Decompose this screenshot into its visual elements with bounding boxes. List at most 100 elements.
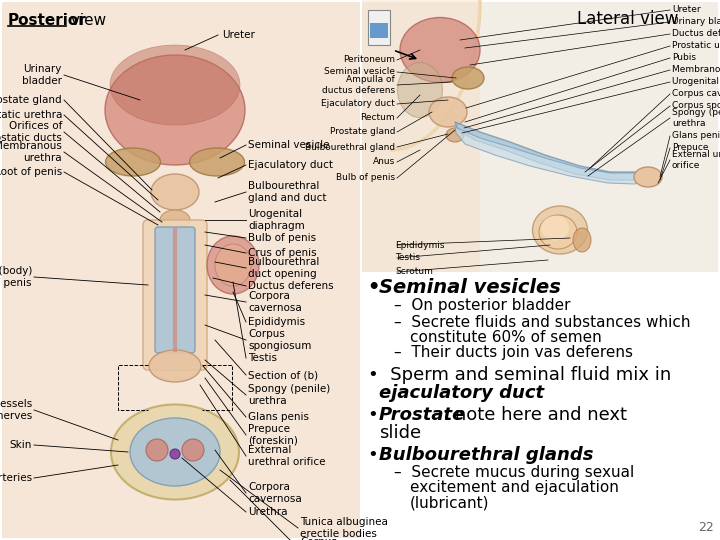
Text: Glans penis: Glans penis xyxy=(672,132,720,140)
Polygon shape xyxy=(362,0,480,272)
Text: Urethra: Urethra xyxy=(248,507,287,517)
Text: slide: slide xyxy=(379,424,421,442)
Ellipse shape xyxy=(106,148,161,176)
Text: Scrotum: Scrotum xyxy=(395,267,433,276)
Ellipse shape xyxy=(151,174,199,210)
Text: 22: 22 xyxy=(698,521,714,534)
Text: Seminal vesicle: Seminal vesicle xyxy=(324,68,395,77)
Text: •: • xyxy=(368,278,387,297)
Text: Dorsal vessels
and nerves: Dorsal vessels and nerves xyxy=(0,399,32,421)
Text: Bulbourethral
gland and duct: Bulbourethral gland and duct xyxy=(248,181,326,203)
Text: Deep arteries: Deep arteries xyxy=(0,473,32,483)
Text: Membranous urethra: Membranous urethra xyxy=(672,65,720,75)
Text: Prostatic urethra: Prostatic urethra xyxy=(0,110,62,120)
Text: External
urethral orifice: External urethral orifice xyxy=(248,445,325,467)
Ellipse shape xyxy=(429,97,467,127)
Text: Ureter: Ureter xyxy=(222,30,255,40)
Text: Bulbourethral
duct opening: Bulbourethral duct opening xyxy=(248,257,320,279)
Text: Epididymis: Epididymis xyxy=(395,240,444,249)
Text: Urogenital diaphragm: Urogenital diaphragm xyxy=(672,78,720,86)
Text: Testis: Testis xyxy=(248,353,277,363)
Text: Spongy (penile)
urethra: Spongy (penile) urethra xyxy=(248,384,330,406)
Text: Tunica albuginea
erectile bodies: Tunica albuginea erectile bodies xyxy=(300,517,388,539)
Text: Bulbourethral gland: Bulbourethral gland xyxy=(305,143,395,152)
Text: Anus: Anus xyxy=(373,158,395,166)
Text: Corpus
spongiosum: Corpus spongiosum xyxy=(300,537,364,540)
Ellipse shape xyxy=(397,63,443,118)
Ellipse shape xyxy=(111,404,239,500)
Ellipse shape xyxy=(541,215,569,240)
Text: Posterior: Posterior xyxy=(8,13,86,28)
Text: Membranous
urethra: Membranous urethra xyxy=(0,141,62,163)
Text: •: • xyxy=(368,406,384,424)
Text: Ejaculatory duct: Ejaculatory duct xyxy=(321,99,395,109)
Ellipse shape xyxy=(105,55,245,165)
Text: Pubis: Pubis xyxy=(672,53,696,63)
Ellipse shape xyxy=(446,128,464,142)
Text: Corpus spongiosum: Corpus spongiosum xyxy=(672,102,720,111)
Bar xyxy=(362,272,718,540)
Text: excitement and ejaculation: excitement and ejaculation xyxy=(410,480,619,495)
Circle shape xyxy=(146,439,168,461)
Ellipse shape xyxy=(149,350,201,382)
Circle shape xyxy=(182,439,204,461)
Text: Prostate: Prostate xyxy=(379,406,465,424)
Text: Glans penis: Glans penis xyxy=(248,412,309,422)
Text: Seminal vesicle: Seminal vesicle xyxy=(248,140,330,150)
Ellipse shape xyxy=(160,210,190,230)
FancyBboxPatch shape xyxy=(155,227,195,353)
Text: Rectum: Rectum xyxy=(361,113,395,123)
Text: Bulbourethral glands: Bulbourethral glands xyxy=(379,446,593,464)
Text: Corpus cavernosum: Corpus cavernosum xyxy=(672,90,720,98)
Polygon shape xyxy=(455,127,640,184)
Text: Ductus deferens: Ductus deferens xyxy=(672,30,720,38)
Text: constitute 60% of semen: constitute 60% of semen xyxy=(410,330,602,345)
Ellipse shape xyxy=(539,215,577,249)
Text: Urinary
bladder: Urinary bladder xyxy=(22,64,62,86)
Circle shape xyxy=(170,449,180,459)
Text: Skin: Skin xyxy=(9,440,32,450)
Bar xyxy=(370,23,388,38)
Ellipse shape xyxy=(207,236,259,294)
Text: –  On posterior bladder: – On posterior bladder xyxy=(394,298,570,313)
Ellipse shape xyxy=(533,206,588,254)
Text: Bulb of penis: Bulb of penis xyxy=(336,173,395,183)
Text: Bulb of penis: Bulb of penis xyxy=(248,233,316,243)
Text: Prostate gland: Prostate gland xyxy=(330,127,395,137)
Ellipse shape xyxy=(215,244,251,286)
Ellipse shape xyxy=(573,228,591,252)
Text: –  Secrete mucus during sexual: – Secrete mucus during sexual xyxy=(394,465,634,480)
Text: Spongy (penile)
urethra: Spongy (penile) urethra xyxy=(672,109,720,127)
Ellipse shape xyxy=(634,167,662,187)
Text: Lateral view: Lateral view xyxy=(577,10,679,28)
Text: Ductus deferens: Ductus deferens xyxy=(248,281,333,291)
Text: ejaculatory duct: ejaculatory duct xyxy=(379,384,544,402)
Text: Testis: Testis xyxy=(395,253,420,262)
Text: Prostate gland: Prostate gland xyxy=(0,95,62,105)
Text: Urogenital
diaphragm: Urogenital diaphragm xyxy=(248,209,305,231)
Text: Prepuce
(foreskin): Prepuce (foreskin) xyxy=(248,424,298,446)
Text: Peritoneum: Peritoneum xyxy=(343,56,395,64)
Text: (lubricant): (lubricant) xyxy=(410,495,490,510)
Text: Orifices of
prostatic ducts: Orifices of prostatic ducts xyxy=(0,121,62,143)
Text: : note here and next: : note here and next xyxy=(443,406,627,424)
Text: Shaft (body)
of penis: Shaft (body) of penis xyxy=(0,266,32,288)
Text: Corpus
spongiosum: Corpus spongiosum xyxy=(248,329,311,351)
FancyBboxPatch shape xyxy=(143,220,207,370)
Bar xyxy=(362,2,718,272)
Text: Seminal vesicles: Seminal vesicles xyxy=(379,278,561,297)
Text: •  Sperm and seminal fluid mix in: • Sperm and seminal fluid mix in xyxy=(368,366,671,384)
Text: Section of (b): Section of (b) xyxy=(248,370,318,380)
Text: Ejaculatory duct: Ejaculatory duct xyxy=(248,160,333,170)
Text: External urethral
orifice: External urethral orifice xyxy=(672,150,720,170)
Text: Urinary bladder: Urinary bladder xyxy=(672,17,720,26)
Ellipse shape xyxy=(110,45,240,125)
Bar xyxy=(368,10,390,45)
Text: Epididymis: Epididymis xyxy=(248,317,305,327)
Text: –  Their ducts join vas deferens: – Their ducts join vas deferens xyxy=(394,345,633,360)
Text: Corpora
cavernosa: Corpora cavernosa xyxy=(248,291,302,313)
Polygon shape xyxy=(455,122,635,180)
Text: Corpora
cavernosa: Corpora cavernosa xyxy=(248,482,302,504)
Text: Crus of penis: Crus of penis xyxy=(248,248,317,258)
Text: –  Secrete fluids and substances which: – Secrete fluids and substances which xyxy=(394,315,690,330)
